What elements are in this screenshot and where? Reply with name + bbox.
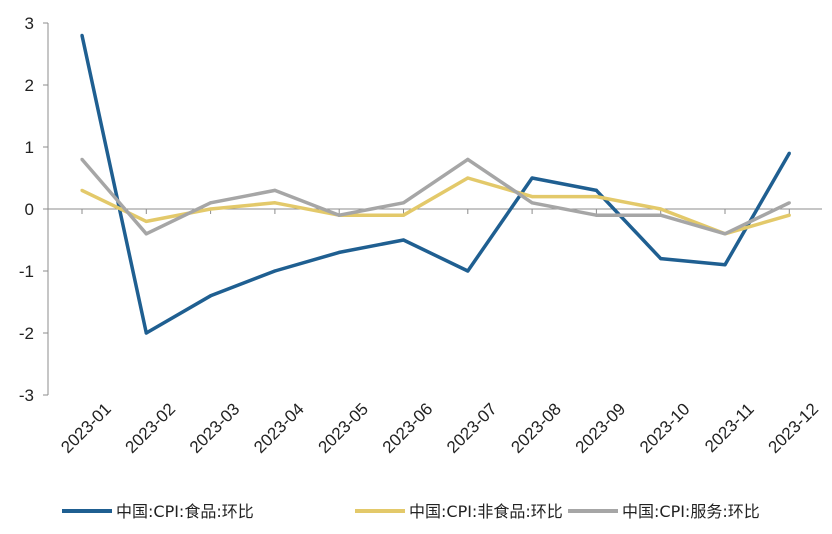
data-point [80,33,84,38]
data-point [530,195,534,199]
data-point [401,238,406,242]
x-tick-label: 2023-02 [122,399,180,457]
data-point [659,207,663,211]
legend-label-1: 中国:CPI:食品:环比 [116,502,254,521]
data-point [787,213,791,217]
x-tick-label: 2023-11 [701,399,758,456]
legend-label-3: 中国:CPI:服务:环比 [622,502,760,521]
data-point [273,188,277,192]
data-point [273,201,277,205]
series-line-3 [80,157,791,236]
data-point [80,188,84,192]
data-point [144,331,148,335]
y-tick-label: -2 [19,324,34,343]
x-tick-label: 2023-01 [57,399,115,457]
x-tick-label: 2023-05 [314,399,372,457]
x-tick-label: 2023-10 [636,399,694,457]
data-point [337,250,341,254]
data-point [401,213,406,217]
x-tick-label: 2023-08 [507,399,565,457]
x-tick-label: 2023-12 [765,399,823,457]
data-point [659,257,663,261]
y-tick-label: 1 [25,138,34,157]
data-point [144,219,148,223]
data-point [466,269,470,273]
x-tick-label: 2023-03 [186,399,244,457]
data-point [723,263,727,267]
data-point [337,213,341,217]
data-point [594,188,599,192]
data-point [80,157,84,161]
data-point [144,232,148,236]
x-tick-label: 2023-07 [443,399,501,457]
y-tick-label: 3 [25,14,34,33]
data-point [530,176,534,180]
data-point [466,176,470,180]
y-tick-label: -3 [19,386,34,405]
series-layer [80,33,791,335]
data-point [401,201,406,205]
data-point [594,213,599,217]
series-line-1 [80,35,791,335]
data-point [723,232,727,236]
x-tick-label: 2023-04 [250,399,308,457]
legend-label-2: 中国:CPI:非食品:环比 [409,502,563,521]
series-line-2 [81,176,790,236]
data-point [209,207,213,211]
data-point [209,201,213,205]
y-tick-label: -1 [19,262,34,281]
data-point [787,151,791,155]
x-tick-label: 2023-06 [379,399,437,457]
data-point [787,201,791,205]
x-tick-label: 2023-09 [572,399,630,457]
data-point [209,294,213,298]
data-point [273,269,277,273]
legend: 中国:CPI:食品:环比 中国:CPI:非食品:环比 中国:CPI:服务:环比 [62,502,760,521]
data-point [594,195,599,199]
data-point [466,157,470,161]
data-point [659,213,663,217]
data-point [530,201,534,205]
y-tick-label: 2 [25,76,34,95]
y-tick-label: 0 [25,200,34,219]
